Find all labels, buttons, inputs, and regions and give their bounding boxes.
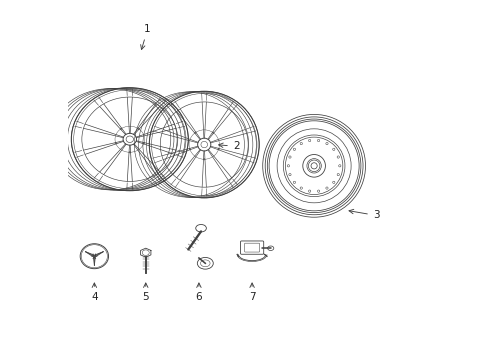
Text: 1: 1 (141, 24, 151, 49)
Text: 4: 4 (91, 292, 98, 302)
Text: 7: 7 (249, 292, 255, 302)
Text: 5: 5 (143, 292, 149, 302)
Text: 6: 6 (196, 292, 202, 302)
Text: 2: 2 (219, 141, 240, 151)
Text: 3: 3 (349, 209, 379, 220)
